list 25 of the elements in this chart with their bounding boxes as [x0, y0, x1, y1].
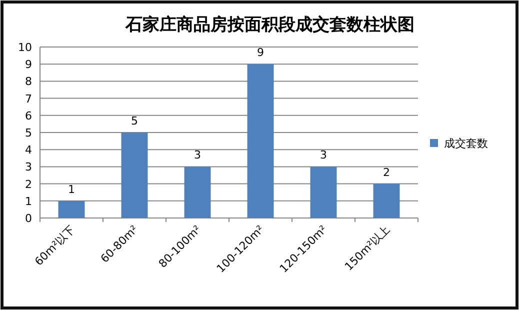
y-tick-label: 8	[25, 75, 32, 88]
data-label: 9	[257, 46, 264, 60]
y-tick-label: 0	[25, 212, 32, 225]
y-tick-label: 3	[25, 160, 32, 174]
bar	[310, 166, 337, 218]
bar	[121, 132, 148, 218]
data-label: 3	[194, 148, 201, 162]
y-tick-label: 6	[25, 109, 32, 122]
y-tick-label: 1	[25, 194, 32, 208]
data-label: 1	[68, 182, 75, 196]
chart-title: 石家庄商品房按面积段成交套数柱状图	[124, 15, 414, 35]
bar	[184, 166, 211, 218]
data-label: 3	[320, 148, 327, 162]
y-tick-label: 4	[25, 144, 32, 157]
bar	[58, 200, 85, 218]
bar	[373, 184, 400, 218]
y-tick-label: 2	[25, 178, 32, 191]
legend-label: 成交套数	[444, 137, 488, 150]
data-label: 2	[383, 166, 390, 179]
bar	[247, 64, 274, 218]
y-tick-label: 5	[25, 126, 32, 140]
data-label: 5	[131, 114, 138, 128]
y-tick-label: 9	[25, 58, 32, 72]
y-tick-label: 7	[25, 92, 32, 106]
y-tick-label: 10	[18, 41, 32, 54]
